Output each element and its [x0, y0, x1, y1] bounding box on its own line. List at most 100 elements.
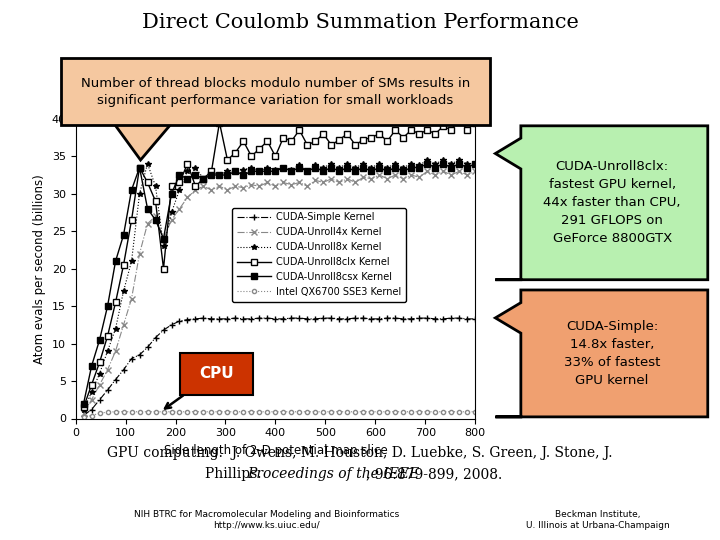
CUDA-Unroll8clx Kernel: [415, 131, 423, 137]
CUDA-Unroll8csx Kernel: [439, 160, 448, 167]
CUDA-Unroll4x Kernel: [303, 183, 312, 190]
CUDA-Unroll8csx Kernel: [279, 164, 288, 171]
CUDA-Unroll8x Kernel: [103, 348, 112, 354]
CUDA-Unroll8clx Kernel: [192, 183, 200, 190]
CUDA-Unroll8csx Kernel: [175, 172, 184, 178]
CUDA-Unroll8csx Kernel: [111, 258, 120, 265]
CUDA-Unroll4x Kernel: [231, 183, 240, 190]
CUDA-Unroll8x Kernel: [279, 164, 288, 171]
CUDA-Unroll8x Kernel: [120, 288, 128, 294]
CUDA-Unroll8csx Kernel: [143, 206, 152, 212]
CUDA-Unroll8x Kernel: [87, 389, 96, 395]
CUDA-Unroll8x Kernel: [287, 166, 296, 173]
CUDA-Unroll8x Kernel: [415, 162, 423, 168]
CUDA-Simple Kernel: [287, 315, 296, 321]
Intel QX6700 SSE3 Kernel: [223, 409, 232, 415]
CUDA-Unroll8x Kernel: [143, 160, 152, 167]
CUDA-Unroll8csx Kernel: [263, 168, 271, 174]
Text: 1867: 1867: [21, 525, 39, 532]
Intel QX6700 SSE3 Kernel: [87, 412, 96, 418]
CUDA-Unroll4x Kernel: [375, 172, 384, 178]
Intel QX6700 SSE3 Kernel: [143, 409, 152, 415]
CUDA-Unroll4x Kernel: [95, 382, 104, 388]
Intel QX6700 SSE3 Kernel: [207, 409, 216, 415]
CUDA-Unroll8x Kernel: [295, 162, 304, 168]
Polygon shape: [495, 290, 708, 417]
CUDA-Unroll8x Kernel: [367, 164, 376, 171]
CUDA-Unroll8csx Kernel: [120, 232, 128, 238]
CUDA-Unroll8csx Kernel: [159, 235, 168, 242]
Intel QX6700 SSE3 Kernel: [287, 409, 296, 415]
CUDA-Unroll8x Kernel: [192, 164, 200, 171]
CUDA-Unroll8csx Kernel: [375, 164, 384, 171]
CUDA-Unroll8csx Kernel: [87, 363, 96, 369]
CUDA-Unroll8clx Kernel: [431, 131, 439, 137]
Intel QX6700 SSE3 Kernel: [455, 409, 464, 415]
CUDA-Simple Kernel: [247, 315, 256, 322]
CUDA-Unroll4x Kernel: [215, 183, 224, 190]
CUDA-Unroll8clx Kernel: [455, 116, 464, 122]
CUDA-Unroll8csx Kernel: [239, 172, 248, 178]
CUDA-Unroll8clx Kernel: [463, 127, 472, 133]
CUDA-Simple Kernel: [231, 315, 240, 321]
CUDA-Unroll8clx Kernel: [335, 137, 343, 143]
CUDA-Unroll4x Kernel: [471, 168, 480, 174]
CUDA-Unroll8x Kernel: [327, 160, 336, 167]
CUDA-Unroll8clx Kernel: [423, 127, 431, 133]
Text: GPU computing.  J. Owens, M. Houston, D. Luebke, S. Green, J. Stone, J.: GPU computing. J. Owens, M. Houston, D. …: [107, 446, 613, 460]
CUDA-Simple Kernel: [151, 334, 160, 341]
CUDA-Unroll8clx Kernel: [151, 198, 160, 205]
CUDA-Unroll4x Kernel: [455, 168, 464, 174]
CUDA-Unroll8csx Kernel: [207, 172, 216, 178]
Intel QX6700 SSE3 Kernel: [279, 409, 288, 415]
CUDA-Unroll8x Kernel: [255, 168, 264, 174]
CUDA-Unroll8csx Kernel: [319, 168, 328, 174]
CUDA-Unroll4x Kernel: [167, 217, 176, 223]
Intel QX6700 SSE3 Kernel: [319, 409, 328, 415]
CUDA-Unroll8x Kernel: [167, 209, 176, 215]
CUDA-Unroll4x Kernel: [239, 185, 248, 191]
CUDA-Unroll8clx Kernel: [295, 127, 304, 133]
Text: I: I: [25, 498, 34, 518]
CUDA-Unroll4x Kernel: [183, 194, 192, 201]
CUDA-Unroll8x Kernel: [263, 164, 271, 171]
CUDA-Unroll4x Kernel: [279, 179, 288, 186]
CUDA-Unroll8clx Kernel: [471, 119, 480, 126]
Line: CUDA-Simple Kernel: CUDA-Simple Kernel: [81, 315, 478, 418]
CUDA-Unroll4x Kernel: [319, 179, 328, 186]
Intel QX6700 SSE3 Kernel: [199, 409, 208, 415]
CUDA-Unroll8clx Kernel: [407, 127, 415, 133]
CUDA-Unroll8x Kernel: [159, 243, 168, 249]
Polygon shape: [111, 119, 176, 160]
CUDA-Unroll4x Kernel: [79, 409, 88, 416]
CUDA-Unroll8x Kernel: [207, 168, 216, 174]
Line: CUDA-Unroll4x Kernel: CUDA-Unroll4x Kernel: [81, 168, 478, 415]
CUDA-Unroll8csx Kernel: [271, 168, 279, 174]
CUDA-Unroll8csx Kernel: [151, 217, 160, 223]
CUDA-Unroll8clx Kernel: [120, 262, 128, 268]
Intel QX6700 SSE3 Kernel: [343, 409, 351, 415]
CUDA-Unroll8csx Kernel: [183, 176, 192, 182]
Intel QX6700 SSE3 Kernel: [407, 409, 415, 415]
CUDA-Simple Kernel: [303, 315, 312, 322]
Line: CUDA-Unroll8x Kernel: CUDA-Unroll8x Kernel: [81, 157, 478, 412]
CUDA-Unroll8clx Kernel: [359, 137, 368, 143]
CUDA-Unroll8x Kernel: [399, 164, 408, 171]
Intel QX6700 SSE3 Kernel: [335, 409, 343, 415]
FancyBboxPatch shape: [181, 353, 253, 395]
CUDA-Simple Kernel: [223, 315, 232, 322]
Intel QX6700 SSE3 Kernel: [239, 409, 248, 415]
CUDA-Simple Kernel: [439, 315, 448, 322]
CUDA-Simple Kernel: [207, 315, 216, 322]
CUDA-Unroll8csx Kernel: [167, 191, 176, 197]
CUDA-Unroll4x Kernel: [343, 176, 351, 182]
CUDA-Unroll8csx Kernel: [335, 168, 343, 174]
Intel QX6700 SSE3 Kernel: [103, 409, 112, 415]
FancyBboxPatch shape: [61, 58, 490, 125]
CUDA-Unroll8csx Kernel: [415, 164, 423, 171]
CUDA-Unroll8csx Kernel: [135, 164, 144, 171]
X-axis label: Side length of 2-D potential map slice: Side length of 2-D potential map slice: [163, 444, 387, 457]
CUDA-Simple Kernel: [239, 315, 248, 322]
Intel QX6700 SSE3 Kernel: [215, 409, 224, 415]
Intel QX6700 SSE3 Kernel: [111, 409, 120, 415]
